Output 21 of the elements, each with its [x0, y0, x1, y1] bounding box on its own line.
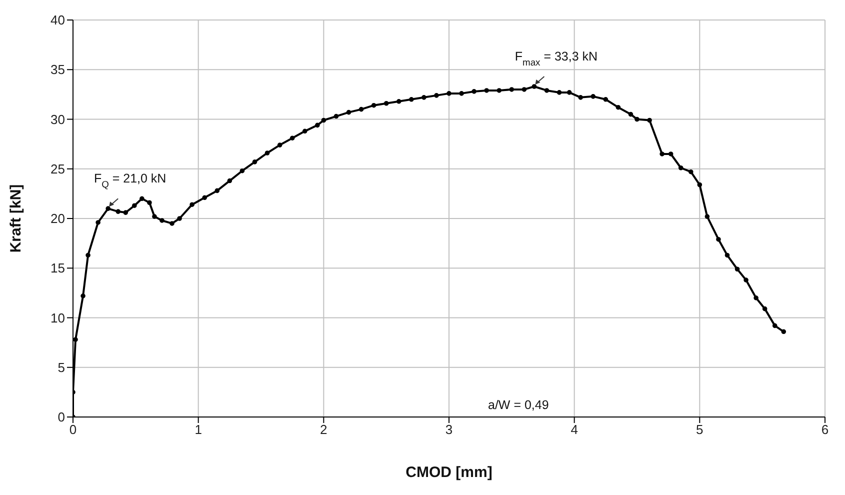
y-axis-title: Kraft [kN] [7, 184, 24, 253]
x-tick-label: 1 [194, 422, 202, 438]
y-tick-label: 35 [50, 62, 65, 78]
y-tick-label: 10 [50, 310, 65, 326]
x-tick-label: 0 [69, 422, 77, 438]
annotation: F$_{max}$ = 33,3 kN [514, 50, 598, 68]
y-tick-label: 15 [50, 260, 65, 276]
x-tick-label: 4 [570, 422, 578, 438]
annotation: a/W = 0,49 [488, 398, 549, 412]
annotation: F$_{Q}$ = 21,0 kN [94, 172, 166, 190]
x-tick-label: 6 [821, 422, 829, 438]
x-axis-title: CMOD [mm] [406, 464, 492, 481]
y-tick-label: 20 [50, 211, 65, 226]
y-tick-label: 25 [50, 161, 65, 176]
y-tick-label: 0 [58, 410, 65, 425]
x-tick-label: 3 [445, 422, 453, 438]
y-tick-label: 5 [58, 360, 65, 375]
y-tick-label: 40 [50, 12, 65, 28]
x-tick-label: 2 [320, 422, 328, 438]
x-tick-label: 5 [696, 422, 704, 438]
y-tick-label: 30 [50, 112, 65, 127]
